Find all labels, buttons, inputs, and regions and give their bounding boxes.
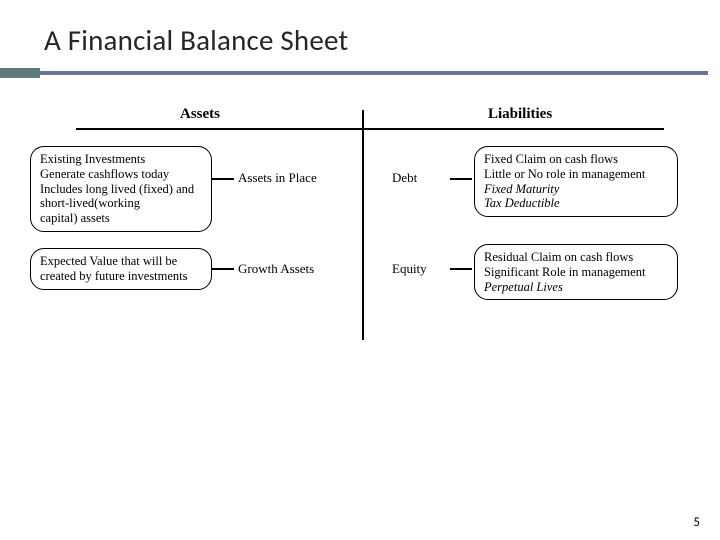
connector-line	[212, 268, 234, 270]
connector-line	[450, 268, 472, 270]
asset-bubble: Expected Value that will becreated by fu…	[30, 248, 212, 290]
asset-label: Assets in Place	[238, 170, 317, 186]
page-number: 5	[693, 515, 700, 530]
liability-bubble: Residual Claim on cash flowsSignificant …	[474, 244, 678, 300]
rule-accent	[0, 68, 40, 78]
rule-main	[40, 71, 708, 75]
center-divider	[362, 110, 364, 340]
connector-line	[450, 178, 472, 180]
title-area: A Financial Balance Sheet	[0, 0, 720, 64]
liabilities-header: Liabilities	[488, 106, 552, 123]
balance-sheet-diagram: Assets Liabilities Existing InvestmentsGen…	[30, 106, 690, 366]
slide-title: A Financial Balance Sheet	[44, 22, 720, 58]
title-rule	[0, 68, 720, 78]
connector-line	[212, 178, 234, 180]
assets-underline	[76, 128, 362, 130]
asset-label: Growth Assets	[238, 261, 314, 277]
liability-label: Debt	[392, 170, 417, 186]
asset-bubble: Existing InvestmentsGenerate cashflows t…	[30, 146, 212, 232]
liabilities-underline	[364, 128, 664, 130]
liability-label: Equity	[392, 261, 427, 277]
liability-bubble: Fixed Claim on cash flowsLittle or No ro…	[474, 146, 678, 217]
assets-header: Assets	[180, 106, 220, 123]
